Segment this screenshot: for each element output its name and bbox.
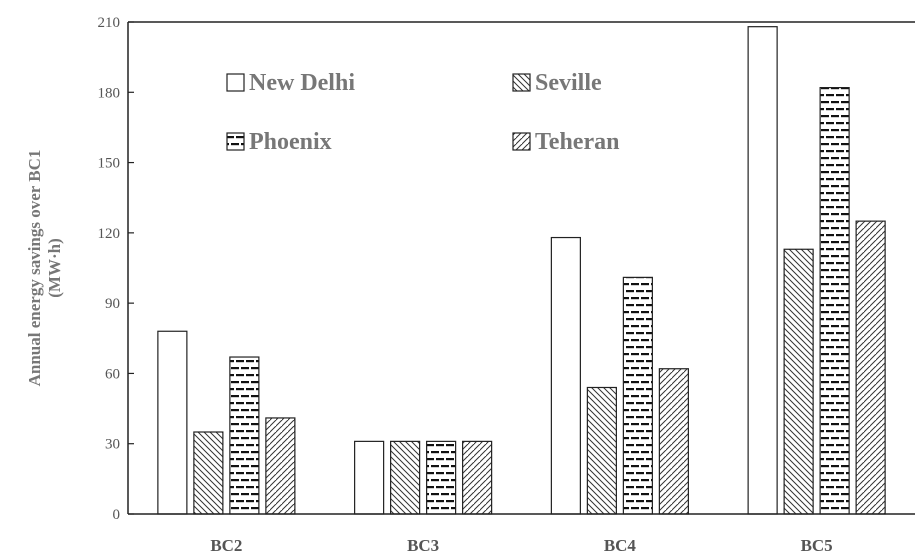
legend-label: Seville (535, 70, 602, 96)
y-tick-label: 120 (98, 226, 121, 242)
legend-swatch-phoenix (226, 132, 245, 151)
bar-teheran-bc4 (658, 368, 689, 515)
bar-phoenix-bc5 (819, 86, 850, 515)
y-tick-label: 60 (105, 366, 120, 382)
bar-teheran-bc3 (462, 440, 493, 515)
x-tick-label: BC2 (210, 536, 242, 555)
bar-seville-bc3 (390, 440, 421, 515)
bar-teheran-bc5 (855, 220, 886, 515)
x-axis: BC2 BC3 BC4 BC5 (210, 536, 832, 555)
bar-seville-bc4 (586, 386, 617, 515)
legend-label: Phoenix (249, 129, 332, 155)
y-axis-title-line1: Annual energy savings over BC1 (25, 150, 44, 387)
bar-seville-bc2 (193, 431, 224, 515)
y-axis: 0 30 60 90 120 150 180 210 (98, 15, 134, 523)
y-tick-label: 150 (98, 156, 121, 172)
y-tick-label: 0 (113, 507, 121, 523)
legend: New Delhi Phoenix Seville Teheran (226, 70, 619, 155)
bar-new-delhi-bc3 (354, 440, 385, 515)
x-tick-label: BC4 (604, 536, 637, 555)
bar-phoenix-bc3 (426, 440, 457, 515)
legend-swatch-teheran (512, 132, 531, 151)
y-tick-label: 210 (98, 15, 121, 31)
y-tick-label: 90 (105, 296, 120, 312)
bar-new-delhi-bc4 (550, 236, 581, 515)
bar-new-delhi-bc5 (747, 26, 778, 515)
bars (157, 26, 886, 515)
x-tick-label: BC5 (801, 536, 833, 555)
bar-seville-bc5 (783, 248, 814, 515)
legend-swatch-new-delhi (226, 73, 245, 92)
legend-label: Teheran (535, 129, 619, 155)
bar-phoenix-bc2 (229, 356, 260, 515)
y-tick-label: 180 (98, 85, 121, 101)
y-tick-label: 30 (105, 437, 120, 453)
bar-phoenix-bc4 (622, 276, 653, 515)
x-tick-label: BC3 (407, 536, 439, 555)
bar-new-delhi-bc2 (157, 330, 188, 515)
y-axis-title-line2: (MW·h) (45, 238, 64, 298)
y-axis-title: Annual energy savings over BC1 (MW·h) (25, 150, 64, 387)
bar-teheran-bc2 (265, 417, 296, 515)
legend-label: New Delhi (249, 70, 355, 96)
legend-swatch-seville (512, 73, 531, 92)
